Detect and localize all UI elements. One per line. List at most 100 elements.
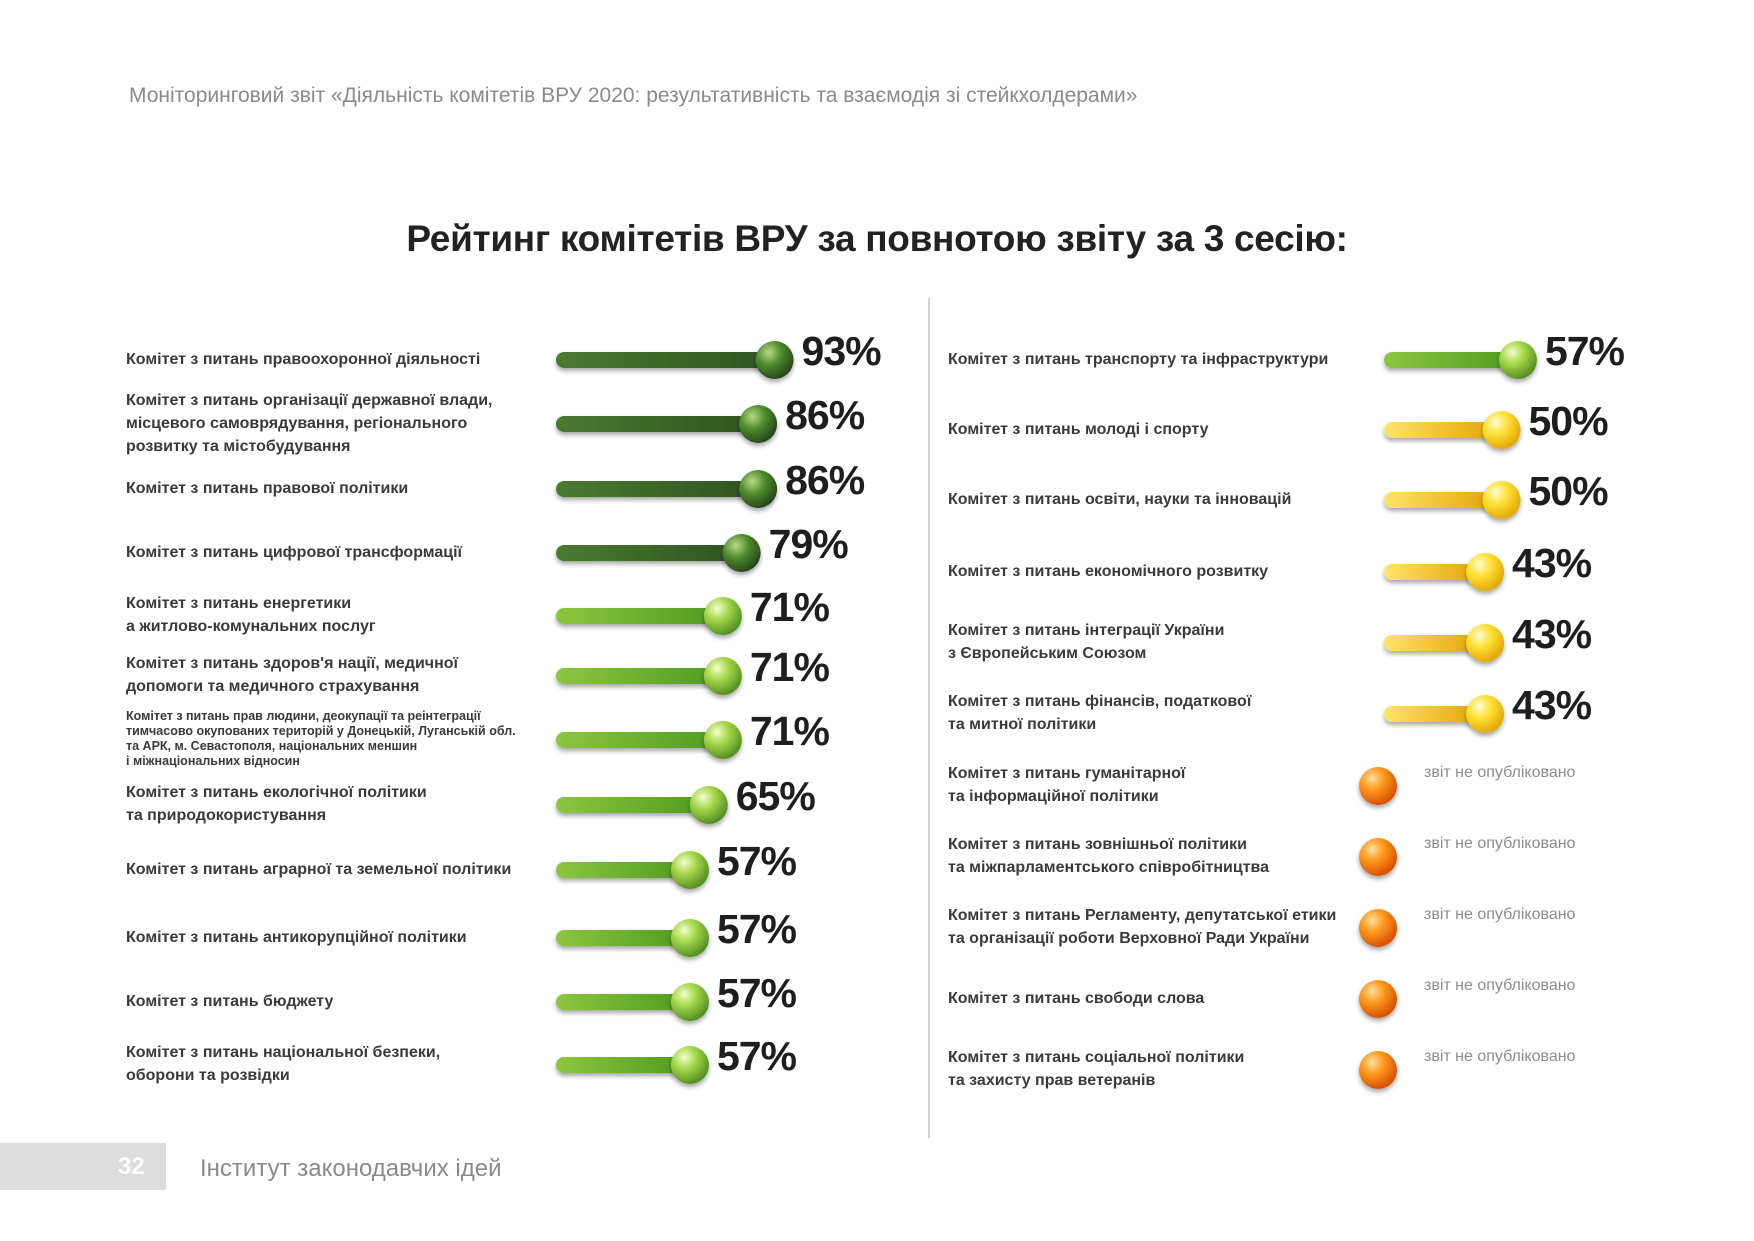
value-label: 43%: [1512, 611, 1592, 657]
left-committee-label: Комітет з питань антикорупційної політик…: [126, 926, 467, 949]
bar-knob: [1466, 624, 1505, 662]
committee-label-line: Комітет з питань аграрної та земельної п…: [126, 860, 512, 878]
committee-label-line: а житлово-комунальних послуг: [126, 618, 376, 635]
value-label: 86%: [785, 392, 865, 438]
committee-label-line: місцевого самоврядування, регіонального: [126, 414, 468, 432]
not-published-knob: [1359, 980, 1397, 1018]
left-committee-label: Комітет з питань національної безпеки, об…: [126, 1041, 440, 1087]
page-number: 32: [118, 1153, 145, 1180]
left-committee-label: Комітет з питань аграрної та земельної п…: [126, 858, 511, 881]
bar-knob: [670, 851, 709, 889]
committee-label-line: та митної політики: [948, 716, 1097, 733]
bar-knob: [670, 919, 709, 957]
committee-label-line: та АРК, м. Севастополя, національних мен…: [126, 739, 418, 753]
committee-label-line: Комітет з питань свободи слова: [948, 989, 1205, 1007]
committee-label-line: та організації роботи Верховної Ради Укр…: [948, 930, 1310, 947]
committee-label-line: допомоги та медичного страхування: [126, 678, 420, 695]
value-label: 57%: [716, 970, 797, 1016]
right-committee-label: Комітет з питань Регламенту, депутатсько…: [948, 904, 1336, 950]
value-label: 57%: [716, 838, 797, 884]
bar-knob: [1498, 341, 1537, 379]
bar: [556, 668, 723, 684]
committee-label-line: Комітет з питань Регламенту, депутатсько…: [948, 907, 1337, 924]
left-committee-label: Комітет з питань організації державної в…: [126, 389, 492, 458]
not-published-label: звіт не опубліковано: [1424, 764, 1576, 781]
bar-knob: [689, 786, 728, 824]
value-label: 79%: [768, 521, 849, 567]
not-published-knob: [1359, 909, 1397, 947]
committee-label-line: Комітет з питань правової політики: [126, 479, 409, 497]
committee-label-line: Комітет з питань здоров'я нації, медично…: [126, 655, 459, 672]
committee-label-line: та природокористування: [126, 807, 327, 824]
bar-knob: [755, 341, 794, 379]
committee-label-line: Комітет з питань економічного розвитку: [948, 562, 1269, 580]
committee-label-line: Комітет з питань фінансів, податкової: [948, 693, 1252, 710]
bar: [1384, 706, 1486, 722]
committee-label-line: Комітет з питань освіти, науки та іннова…: [948, 490, 1292, 508]
committee-label-line: Комітет з питань соціальної політики: [948, 1049, 1245, 1066]
value-label: 50%: [1528, 398, 1609, 444]
left-committee-label: Комітет з питань правової політики: [126, 477, 408, 500]
bar: [556, 732, 723, 748]
chart-title: Рейтинг комітетів ВРУ за повнотою звіту …: [406, 218, 1348, 259]
committee-label-line: тимчасово окупованих територій у Донецьк…: [126, 724, 516, 738]
right-committee-label: Комітет з питань економічного розвитку: [948, 560, 1268, 583]
bar: [1384, 564, 1486, 580]
committee-label-line: Комітет з питань інтеграції України: [948, 622, 1225, 639]
right-committee-label: Комітет з питань соціальної політики та з…: [948, 1046, 1244, 1092]
bar: [556, 797, 709, 813]
bar-knob: [1466, 695, 1505, 733]
bar-knob: [739, 470, 778, 508]
right-committee-label: Комітет з питань інтеграції України з Євр…: [948, 619, 1224, 665]
committee-label-line: Комітет з питань молоді і спорту: [948, 420, 1209, 438]
value-label: 50%: [1528, 468, 1609, 514]
bar: [556, 930, 690, 946]
value-label: 57%: [716, 1033, 797, 1079]
value-label: 71%: [749, 644, 830, 690]
not-published-knob: [1359, 838, 1397, 876]
footer-organization: Інститут законодавчих ідей: [200, 1155, 502, 1182]
committee-label-line: Комітет з питань енергетики: [126, 595, 352, 612]
bar: [1384, 422, 1502, 438]
committee-label-line: Комітет з питань національної безпеки,: [126, 1044, 441, 1061]
not-published-label: звіт не опубліковано: [1424, 1048, 1576, 1065]
value-label: 57%: [716, 906, 797, 952]
bar: [556, 545, 742, 561]
committee-label-line: розвитку та містобудування: [126, 437, 351, 455]
not-published-label: звіт не опубліковано: [1424, 977, 1576, 994]
value-label: 65%: [735, 773, 816, 819]
bar: [556, 416, 759, 432]
committee-label-line: Комітет з питань екологічної політики: [126, 784, 427, 801]
left-committee-label: Комітет з питань здоров'я нації, медично…: [126, 652, 458, 698]
bar-knob: [1482, 411, 1521, 449]
value-label: 57%: [1544, 328, 1625, 374]
right-committee-label: Комітет з питань молоді і спорту: [948, 418, 1208, 441]
bar-knob: [722, 534, 761, 572]
bar: [556, 994, 690, 1010]
committee-label-line: з Європейським Союзом: [948, 645, 1147, 662]
committee-label-line: Комітет з питань цифрової трансформації: [126, 543, 463, 561]
column-divider: [928, 298, 930, 1138]
committee-label-line: Комітет з питань бюджету: [126, 992, 334, 1010]
bar-knob: [1466, 553, 1505, 591]
committee-label-line: та інформаційної політики: [948, 788, 1159, 805]
bar: [556, 608, 723, 624]
left-committee-label: Комітет з питань цифрової трансформації: [126, 541, 462, 564]
committee-label-line: Комітет з питань гуманітарної: [948, 765, 1186, 782]
right-committee-label: Комітет з питань транспорту та інфрастру…: [948, 348, 1328, 371]
value-label: 43%: [1512, 682, 1592, 728]
committee-label-line: Комітет з питань зовнішньої політики: [948, 836, 1247, 853]
right-committee-label: Комітет з питань зовнішньої політики та м…: [948, 833, 1269, 879]
value-label: 43%: [1512, 540, 1592, 586]
bar: [1384, 635, 1486, 651]
committee-label-line: Комітет з питань антикорупційної політик…: [126, 928, 467, 946]
bar-knob: [1482, 481, 1521, 519]
committee-label-line: та міжпарламентського співробітництва: [948, 859, 1270, 876]
bar: [556, 481, 759, 497]
not-published-knob: [1359, 767, 1397, 805]
value-label: 71%: [749, 708, 830, 754]
right-committee-label: Комітет з питань свободи слова: [948, 987, 1204, 1010]
bar: [556, 352, 775, 368]
right-committee-label: Комітет з питань фінансів, податкової та …: [948, 690, 1251, 736]
